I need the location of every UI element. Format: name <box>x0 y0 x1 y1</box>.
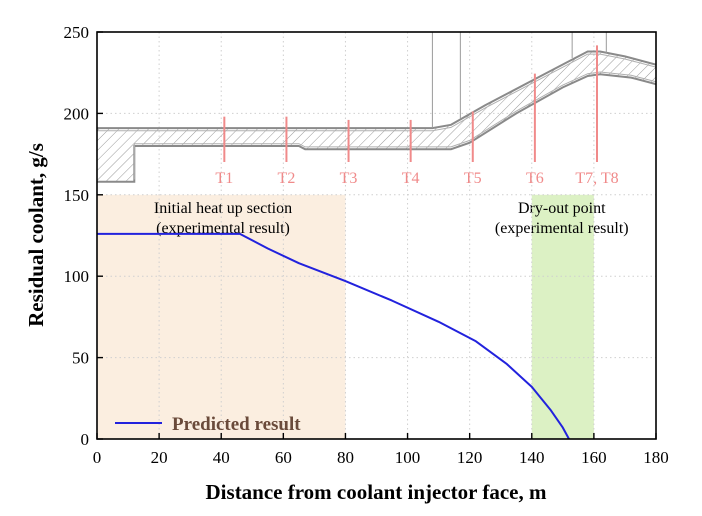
x-tick-label-100: 100 <box>395 448 421 467</box>
chamber-wall-hatch <box>97 51 656 182</box>
series-lines <box>97 232 570 440</box>
grid-lines <box>97 32 656 439</box>
sensor-label-4: T4 <box>402 170 420 187</box>
sensor-label-2: T2 <box>278 170 296 187</box>
x-tick-label-80: 80 <box>337 448 354 467</box>
y-tick-label-250: 250 <box>64 23 90 42</box>
y-tick-label-200: 200 <box>64 104 90 123</box>
x-tick-label-160: 160 <box>581 448 607 467</box>
sensor-label-1: T1 <box>215 170 233 187</box>
y-tick-label-100: 100 <box>64 267 90 286</box>
region-label-2-line-2: (experimental result) <box>495 220 629 237</box>
x-tick-label-40: 40 <box>213 448 230 467</box>
x-tick-label-20: 20 <box>151 448 168 467</box>
region-label-1-line-1: Initial heat up section <box>154 200 292 217</box>
highlight-regions: Initial heat up section (experimental res… <box>97 194 629 439</box>
sensor-markers: T1 T2 T3 T4 T5 T6 T7, T8 <box>215 45 619 187</box>
chamber-contour <box>97 32 656 183</box>
x-tick-label-60: 60 <box>275 448 292 467</box>
legend: Predicted result <box>115 414 301 435</box>
y-tick-label-150: 150 <box>64 186 90 205</box>
chamber-inner-offset-line <box>133 71 656 180</box>
axis-ticks: 0 20 40 60 80 100 120 140 160 180 0 50 100 150 200 250 <box>64 23 669 467</box>
chamber-outer-offset-line <box>97 53 656 132</box>
legend-label: Predicted result <box>172 414 301 435</box>
sensor-label-3: T3 <box>340 170 358 187</box>
x-axis-title: Distance from coolant injector face, m <box>206 480 547 504</box>
y-tick-label-0: 0 <box>81 430 90 449</box>
region-label-1-line-2: (experimental result) <box>156 220 290 237</box>
x-tick-label-140: 140 <box>519 448 545 467</box>
sensor-label-6: T6 <box>526 170 544 187</box>
x-tick-label-0: 0 <box>93 448 102 467</box>
region-label-2-line-1: Dry-out point <box>518 200 606 217</box>
series-line-1 <box>97 232 570 440</box>
sensor-label-7: T7, T8 <box>575 170 618 187</box>
y-axis-title: Residual coolant, g/s <box>24 143 48 327</box>
x-tick-label-180: 180 <box>643 448 669 467</box>
x-tick-label-120: 120 <box>457 448 483 467</box>
plot-frame <box>96 31 657 440</box>
sensor-label-5: T5 <box>464 170 482 187</box>
chamber-outer-line <box>97 50 656 130</box>
y-tick-label-50: 50 <box>72 349 89 368</box>
